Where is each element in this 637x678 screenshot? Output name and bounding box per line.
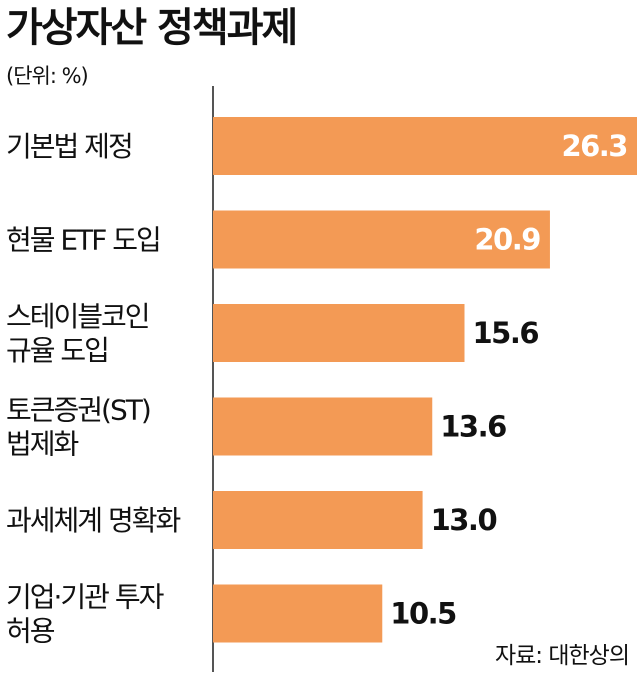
value-label-2: 15.6 (472, 316, 538, 350)
value-label-4: 13.0 (431, 503, 497, 537)
bar-2 (213, 304, 465, 362)
bar-5 (213, 584, 383, 643)
bar-1 (213, 210, 550, 269)
value-label-5: 10.5 (390, 597, 456, 631)
category-label-3: 토큰증권(ST) 법제화 (6, 394, 150, 461)
category-label-4: 과세체계 명확화 (6, 504, 180, 537)
unit-label: (단위: %) (6, 64, 89, 88)
value-label-3: 13.6 (440, 410, 506, 444)
chart-title: 가상자산 정책과제 (6, 5, 298, 51)
category-label-2: 스테이블코인 규율 도입 (6, 300, 149, 367)
category-label-1: 현물 ETF 도입 (6, 224, 160, 257)
value-label-0: 26.3 (561, 129, 627, 163)
category-label-5: 기업·기관 투자 허용 (6, 581, 164, 648)
source-note: 자료: 대한상의 (494, 643, 630, 669)
bar-4 (213, 491, 423, 549)
value-label-1: 20.9 (474, 223, 540, 257)
category-label-0: 기본법 제정 (6, 130, 132, 163)
bar-0 (213, 117, 637, 175)
bar-3 (213, 397, 433, 456)
